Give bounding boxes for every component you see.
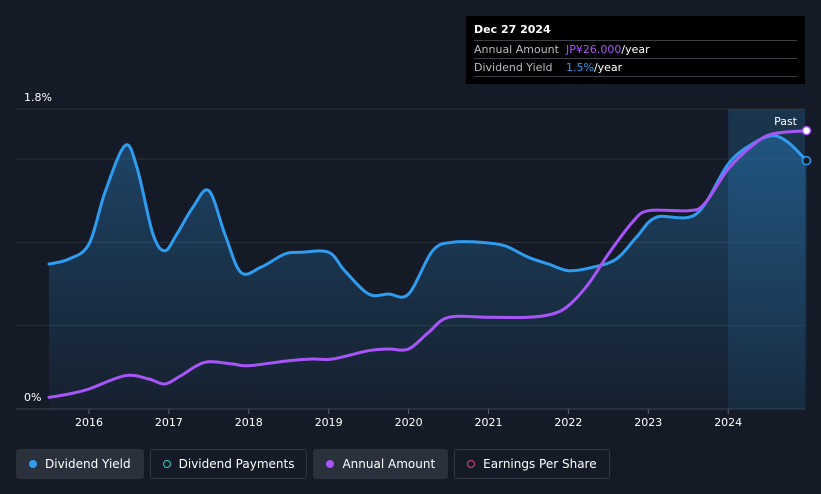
legend-label: Dividend Payments (178, 457, 295, 471)
tooltip-key: Annual Amount (474, 43, 559, 56)
y-tick-label-top: 1.8% (24, 91, 52, 104)
x-tick-label: 2016 (75, 416, 103, 429)
legend-dividend-yield[interactable]: Dividend Yield (16, 449, 144, 479)
legend-dividend-payments[interactable]: Dividend Payments (149, 449, 308, 479)
tooltip-value: JP¥26.000/year (566, 41, 650, 58)
tooltip-value-suffix: /year (621, 43, 650, 56)
legend-label: Earnings Per Share (483, 457, 597, 471)
legend-earnings-per-share[interactable]: Earnings Per Share (454, 449, 610, 479)
tooltip-panel: Dec 27 2024 Annual Amount JP¥26.000/year… (466, 16, 805, 84)
annual-amount-end-marker (801, 125, 812, 136)
dividend-yield-area (49, 135, 807, 409)
tooltip-value-highlight: JP¥26.000 (566, 43, 622, 56)
x-tick-label: 2024 (714, 416, 742, 429)
legend-dot-icon (467, 460, 476, 468)
x-tick-label: 2020 (395, 416, 423, 429)
legend-label: Dividend Yield (45, 457, 131, 471)
y-axis-ticks: 1.8% 0% (24, 91, 52, 404)
tooltip-row-dividend-yield: Dividend Yield 1.5%/year (474, 58, 797, 77)
legend-dot-icon (326, 460, 335, 468)
tooltip-value-highlight: 1.5% (566, 61, 594, 74)
x-axis-ticks: 2016 2017 2018 2019 2020 2021 2022 2023 2024 (75, 409, 742, 429)
tooltip-row-annual-amount: Annual Amount JP¥26.000/year (474, 40, 797, 58)
y-tick-label-bottom: 0% (24, 391, 41, 404)
chart-legend: Dividend Yield Dividend Payments Annual … (16, 449, 610, 479)
tooltip-value: 1.5%/year (566, 59, 622, 76)
x-tick-label: 2017 (155, 416, 183, 429)
tooltip-key: Dividend Yield (474, 61, 553, 74)
x-tick-label: 2021 (475, 416, 503, 429)
series-end-markers (801, 125, 812, 166)
past-label: Past (774, 115, 798, 128)
legend-dot-icon (162, 460, 171, 468)
legend-dot-icon (29, 460, 37, 468)
annual-amount-line (47, 129, 808, 399)
x-tick-label: 2018 (235, 416, 263, 429)
dividend-yield-end-marker (801, 155, 812, 166)
tooltip-value-suffix: /year (593, 61, 623, 74)
legend-label: Annual Amount (342, 457, 436, 471)
x-tick-label: 2023 (634, 416, 662, 429)
legend-annual-amount[interactable]: Annual Amount (313, 449, 449, 479)
x-tick-label: 2019 (315, 416, 343, 429)
tooltip-date: Dec 27 2024 (474, 23, 551, 36)
x-tick-label: 2022 (554, 416, 582, 429)
dividend-yield-line (47, 134, 808, 299)
